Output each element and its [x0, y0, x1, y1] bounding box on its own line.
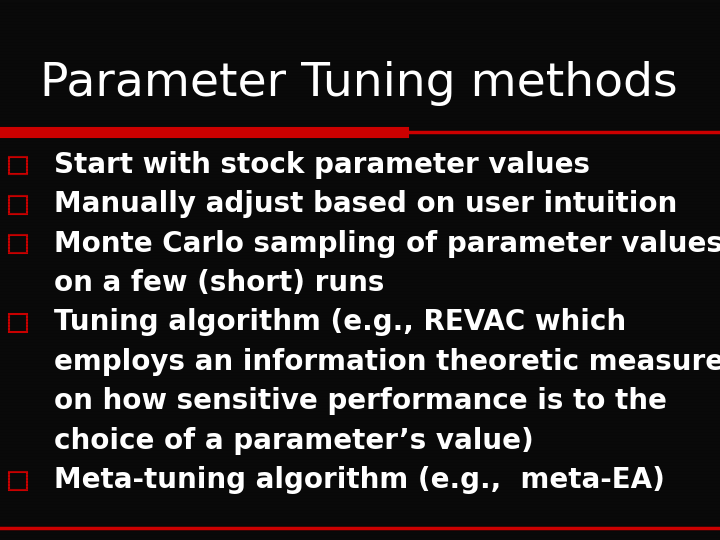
Text: choice of a parameter’s value): choice of a parameter’s value) — [54, 427, 534, 455]
Text: Start with stock parameter values: Start with stock parameter values — [54, 151, 590, 179]
FancyBboxPatch shape — [9, 196, 27, 214]
Text: employs an information theoretic measure: employs an information theoretic measure — [54, 348, 720, 376]
Text: on how sensitive performance is to the: on how sensitive performance is to the — [54, 387, 667, 415]
Text: Parameter Tuning methods: Parameter Tuning methods — [40, 61, 678, 106]
Text: Manually adjust based on user intuition: Manually adjust based on user intuition — [54, 190, 678, 218]
FancyBboxPatch shape — [9, 314, 27, 332]
Text: Monte Carlo sampling of parameter values: Monte Carlo sampling of parameter values — [54, 230, 720, 258]
FancyBboxPatch shape — [9, 472, 27, 490]
Text: Meta-tuning algorithm (e.g.,  meta-EA): Meta-tuning algorithm (e.g., meta-EA) — [54, 466, 665, 494]
FancyBboxPatch shape — [9, 235, 27, 253]
Text: on a few (short) runs: on a few (short) runs — [54, 269, 384, 297]
FancyBboxPatch shape — [9, 157, 27, 174]
Text: Tuning algorithm (e.g., REVAC which: Tuning algorithm (e.g., REVAC which — [54, 308, 626, 336]
